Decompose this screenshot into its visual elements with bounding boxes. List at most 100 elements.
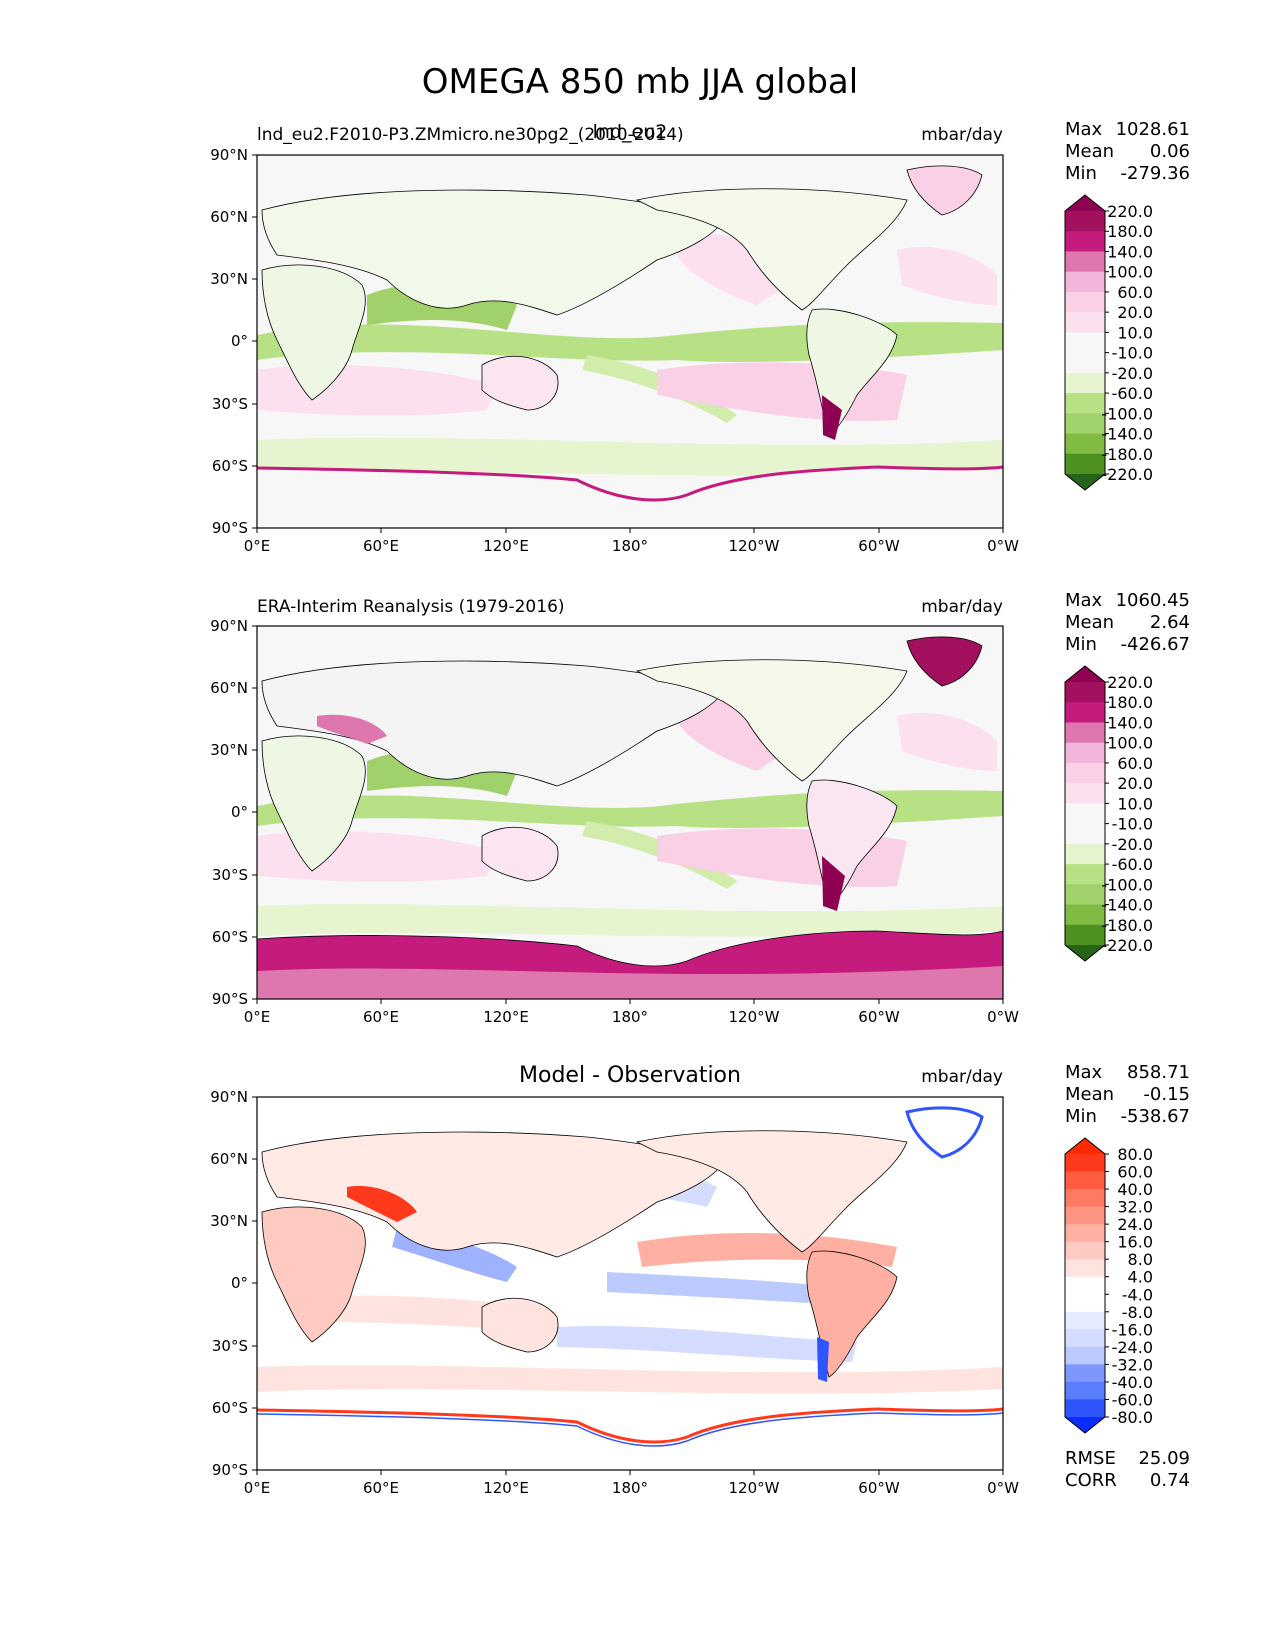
stat-max-value: 1060.45 bbox=[1116, 590, 1190, 611]
colorbar-segment bbox=[1065, 1399, 1105, 1418]
colorbar-tick-label: -140.0 bbox=[1101, 425, 1153, 444]
xtick-label: 0°E bbox=[244, 1008, 271, 1026]
middle-east-hotspot bbox=[347, 1186, 417, 1222]
colorbar-tick-label: -8.0 bbox=[1122, 1303, 1153, 1322]
colorbar-tick-label: -10.0 bbox=[1112, 815, 1153, 834]
colorbar-segment bbox=[1065, 352, 1105, 374]
ytick-label: 60°N bbox=[210, 1150, 248, 1168]
panel-model-map: 0°E 60°E 120°E 180° 120°W 60°W 0°W 90°N … bbox=[210, 146, 1019, 555]
stat-min-label: Min bbox=[1065, 1106, 1097, 1127]
continent-eurasia bbox=[261, 1131, 728, 1258]
xtick-label: 180° bbox=[612, 1008, 648, 1026]
panel-obs-yticks: 90°N 60°N 30°N 0° 30°S 60°S 90°S bbox=[210, 617, 248, 1008]
colorbar-segment bbox=[1065, 823, 1105, 845]
colorbar-tick-label: 60.0 bbox=[1117, 1163, 1153, 1182]
continent-australia bbox=[481, 826, 559, 882]
metric-rmse-value: 25.09 bbox=[1138, 1448, 1190, 1469]
colorbar-segment bbox=[1065, 884, 1105, 906]
metric-corr-value: 0.74 bbox=[1150, 1470, 1190, 1491]
panel-diff-metrics: RMSE 25.09 CORR 0.74 bbox=[1065, 1448, 1190, 1491]
stat-mean-value: -0.15 bbox=[1143, 1084, 1190, 1105]
colorbar-tick-label: -4.0 bbox=[1122, 1285, 1153, 1304]
ytick-label: 30°N bbox=[210, 1212, 248, 1230]
antarctic-edge-negative bbox=[256, 1412, 1004, 1447]
xtick-label: 120°E bbox=[483, 537, 529, 555]
colorbar-segment bbox=[1065, 1189, 1105, 1208]
continent-north-america bbox=[635, 1130, 908, 1253]
colorbar-extend-top bbox=[1065, 1138, 1105, 1154]
panel-obs-title-left: ERA-Interim Reanalysis (1979-2016) bbox=[257, 597, 565, 617]
ytick-label: 90°N bbox=[210, 146, 248, 164]
midlat-positive-band bbox=[257, 1365, 1003, 1394]
colorbar-segment bbox=[1065, 904, 1105, 926]
continent-africa bbox=[261, 735, 366, 872]
panel-model-xticks: 0°E 60°E 120°E 180° 120°W 60°W 0°W bbox=[244, 537, 1019, 555]
panel-diff-units: mbar/day bbox=[921, 1067, 1003, 1087]
antarctic-interior bbox=[257, 966, 1003, 999]
colorbar-tick-label: 220.0 bbox=[1107, 673, 1153, 692]
ytick-label: 90°N bbox=[210, 1088, 248, 1106]
colorbar-tick-label: -20.0 bbox=[1112, 835, 1153, 854]
colorbar-segment bbox=[1065, 1206, 1105, 1225]
continent-greenland bbox=[906, 165, 983, 216]
colorbar-segment bbox=[1065, 1364, 1105, 1383]
ytick-label: 0° bbox=[231, 803, 248, 821]
continent-australia bbox=[481, 1297, 559, 1353]
colorbar-segment bbox=[1065, 413, 1105, 435]
colorbar-tick-label: -100.0 bbox=[1101, 875, 1153, 894]
stat-mean-label: Mean bbox=[1065, 141, 1114, 162]
ytick-label: 60°N bbox=[210, 208, 248, 226]
colorbar-extend-top bbox=[1065, 195, 1105, 211]
colorbar-segment bbox=[1065, 211, 1105, 232]
xtick-label: 120°W bbox=[729, 1479, 780, 1497]
andes-negative bbox=[817, 1337, 829, 1382]
xtick-label: 120°W bbox=[729, 537, 780, 555]
colorbar-tick-label: -140.0 bbox=[1101, 896, 1153, 915]
xtick-label: 0°W bbox=[987, 537, 1019, 555]
panel-diff-stats: Max 858.71 Mean -0.15 Min -538.67 bbox=[1065, 1062, 1190, 1127]
continent-greenland bbox=[906, 636, 983, 687]
colorbar-segment bbox=[1065, 312, 1105, 333]
colorbar-tick-label: -220.0 bbox=[1101, 936, 1153, 955]
panel-obs: ERA-Interim Reanalysis (1979-2016) mbar/… bbox=[210, 590, 1190, 1026]
ytick-label: 0° bbox=[231, 1274, 248, 1292]
panel-model-ticks bbox=[252, 154, 1004, 533]
atlantic-subsidence bbox=[897, 246, 997, 305]
colorbar-tick-label: -180.0 bbox=[1101, 445, 1153, 464]
xtick-label: 60°E bbox=[363, 1008, 399, 1026]
colorbar-segment bbox=[1065, 1154, 1105, 1173]
tibet-subsidence bbox=[317, 714, 387, 744]
ytick-label: 90°S bbox=[212, 990, 248, 1008]
panel-model-title-left: lnd_eu2.F2010-P3.ZMmicro.ne30pg2_(2010-2… bbox=[257, 125, 684, 145]
colorbar-segment bbox=[1065, 702, 1105, 723]
stat-mean-label: Mean bbox=[1065, 1084, 1114, 1105]
colorbar-tick-label: 140.0 bbox=[1107, 713, 1153, 732]
metric-rmse-label: RMSE bbox=[1065, 1448, 1116, 1469]
southern-negative bbox=[557, 1325, 857, 1362]
ytick-label: 60°S bbox=[212, 1399, 248, 1417]
colorbar-tick-label: 60.0 bbox=[1117, 283, 1153, 302]
colorbar-segment bbox=[1065, 271, 1105, 293]
colorbar-tick-label: 32.0 bbox=[1117, 1198, 1153, 1217]
xtick-label: 60°W bbox=[858, 1008, 900, 1026]
colorbar-segment bbox=[1065, 1241, 1105, 1260]
colorbar-tick-label: 10.0 bbox=[1117, 794, 1153, 813]
colorbar-segment bbox=[1065, 1276, 1105, 1295]
stat-mean-label: Mean bbox=[1065, 612, 1114, 633]
andes-subsidence bbox=[822, 856, 845, 911]
colorbar-tick-label: 20.0 bbox=[1117, 774, 1153, 793]
colorbar-segment bbox=[1065, 682, 1105, 703]
colorbar-segment bbox=[1065, 1224, 1105, 1243]
stat-max-value: 1028.61 bbox=[1116, 119, 1190, 140]
colorbar-segment bbox=[1065, 453, 1105, 475]
ytick-label: 30°S bbox=[212, 1337, 248, 1355]
panel-model-stats: Max 1028.61 Mean 0.06 Min -279.36 bbox=[1065, 119, 1190, 184]
continent-africa bbox=[261, 264, 366, 401]
colorbar-tick-label: -60.0 bbox=[1112, 384, 1153, 403]
colorbar-segment bbox=[1065, 924, 1105, 946]
xtick-label: 60°W bbox=[858, 1479, 900, 1497]
figure-title: OMEGA 850 mb JJA global bbox=[422, 62, 858, 102]
continent-north-america bbox=[635, 188, 908, 311]
colorbar-extend-bottom bbox=[1065, 474, 1105, 490]
panel-diff-xticks: 0°E 60°E 120°E 180° 120°W 60°W 0°W bbox=[244, 1479, 1019, 1497]
